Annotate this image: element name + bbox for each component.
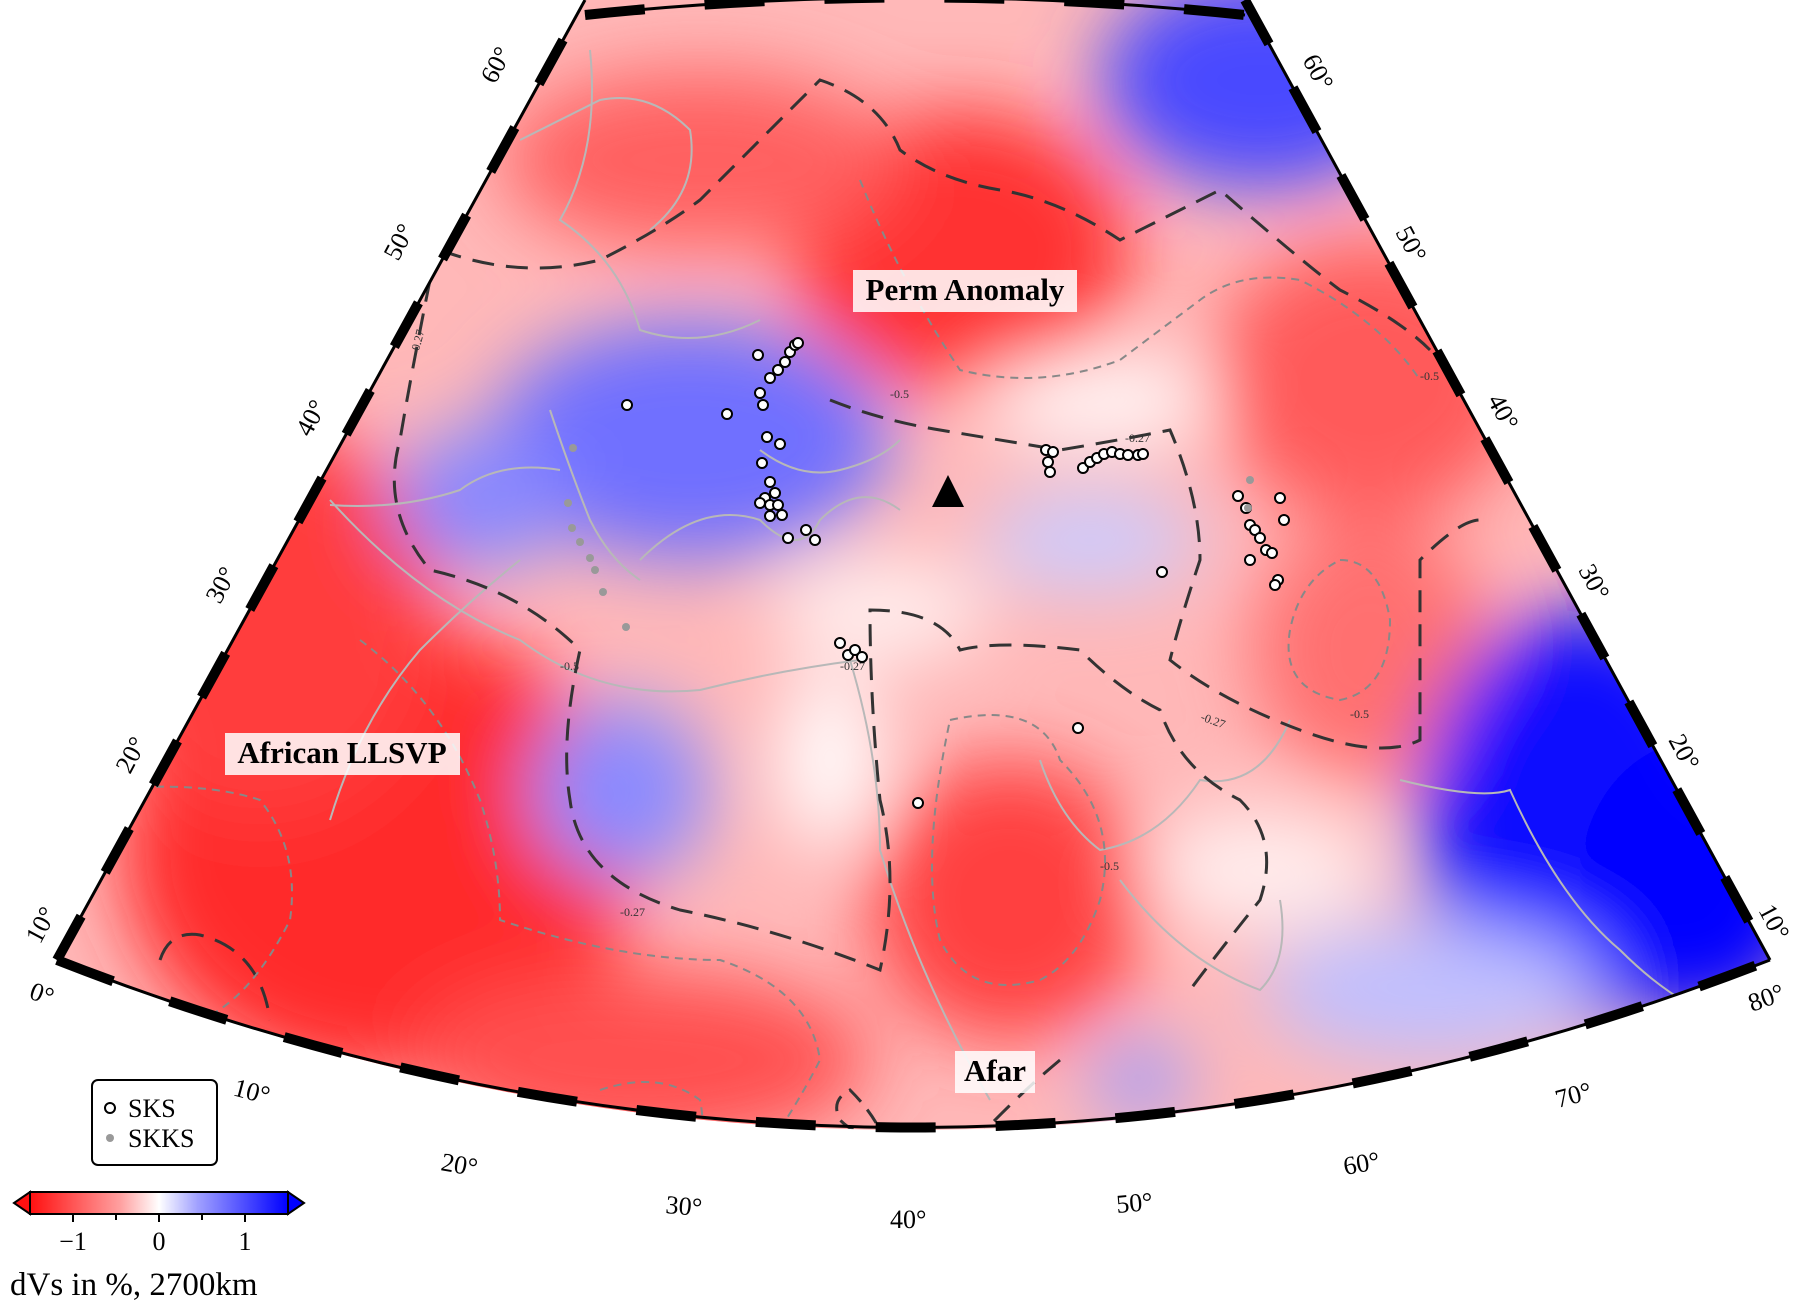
lon-tick-label: 80°: [1744, 978, 1788, 1018]
lon-tick-label: 10°: [230, 1073, 273, 1110]
contour-light-6: [599, 1081, 704, 1130]
lat-tick-label: 30°: [200, 562, 243, 608]
skks-markers: [564, 444, 1254, 631]
lat-tick-label: 10°: [20, 902, 63, 948]
region-label-afar: Afar: [955, 1051, 1035, 1093]
contour-lines: [99, 78, 1481, 1130]
contour-dark-north: [439, 78, 1432, 352]
lon-tick-label: 70°: [1552, 1076, 1595, 1113]
lon-tick-label: 50°: [1115, 1187, 1154, 1219]
lon-tick-label: 60°: [1341, 1146, 1382, 1181]
contour-label: -0.27: [1125, 431, 1150, 445]
colorbar: −1 0 1 dVs in %, 2700km: [10, 1190, 306, 1303]
sks-legend-label: SKS: [128, 1094, 176, 1123]
contour-label: -0.27: [620, 905, 645, 919]
lat-tick-label: 60°: [1297, 49, 1340, 95]
contour-label: -0.5: [1100, 859, 1119, 873]
contour-dark-east: [829, 398, 1481, 750]
lat-tick-label: 30°: [1573, 559, 1616, 605]
lat-tick-label: 20°: [110, 732, 153, 778]
colorbar-tick: 0: [153, 1227, 166, 1256]
lat-tick-label: 40°: [290, 395, 333, 441]
contour-dark-afar: [938, 1058, 1061, 1130]
contour-label: -0.27: [407, 328, 427, 356]
skks-legend-label: SKKS: [128, 1124, 194, 1153]
lon-tick-label: 30°: [664, 1190, 703, 1222]
contour-label: -0.27: [840, 659, 865, 673]
contour-label: -0.5: [1420, 369, 1439, 383]
skks-legend-symbol: [106, 1134, 114, 1142]
lat-tick-label: 60°: [475, 42, 518, 88]
contour-label: -0.5: [890, 387, 909, 401]
sks-markers: [621, 337, 1290, 809]
region-label-african: African LLSVP: [225, 733, 460, 775]
contour-dark-south: [158, 932, 272, 1021]
legend: SKS SKKS: [91, 1079, 218, 1166]
lat-tick-label: 50°: [1390, 221, 1433, 267]
svg-text:Perm Anomaly: Perm Anomaly: [866, 272, 1065, 307]
lon-tick-label: 0°: [26, 976, 58, 1011]
region-label-perm: Perm Anomaly: [853, 270, 1077, 312]
map-frame: [52, 0, 1775, 1133]
svg-text:African LLSVP: African LLSVP: [237, 735, 446, 770]
contour-dark-central: [392, 279, 1269, 991]
lon-tick-label: 20°: [439, 1147, 480, 1182]
contour-dark-ring: [835, 1088, 883, 1130]
contour-light-4: [1287, 559, 1392, 702]
contour-label: -0.5: [1350, 707, 1369, 721]
colorbar-tick: 1: [239, 1227, 252, 1256]
contour-label: -0.5: [560, 659, 579, 673]
contour-light-1: [859, 179, 1421, 381]
svg-text:Afar: Afar: [964, 1053, 1026, 1088]
lat-tick-label: 50°: [378, 219, 421, 265]
contour-light-3: [931, 714, 1106, 986]
contour-light-5: [99, 785, 293, 1021]
lon-tick-label: 40°: [890, 1205, 926, 1234]
lat-tick-label: 40°: [1482, 389, 1525, 435]
triangle-station-icon: [932, 475, 964, 507]
lon-ticks-bottom: 0° 10° 20° 30° 40° 50° 60° 70° 80°: [26, 976, 1788, 1234]
sks-legend-symbol: [104, 1102, 116, 1114]
colorbar-title: dVs in %, 2700km: [10, 1267, 258, 1303]
colorbar-tick: −1: [59, 1227, 87, 1256]
lat-tick-label: 20°: [1663, 729, 1706, 775]
contour-light-2: [359, 639, 822, 1130]
